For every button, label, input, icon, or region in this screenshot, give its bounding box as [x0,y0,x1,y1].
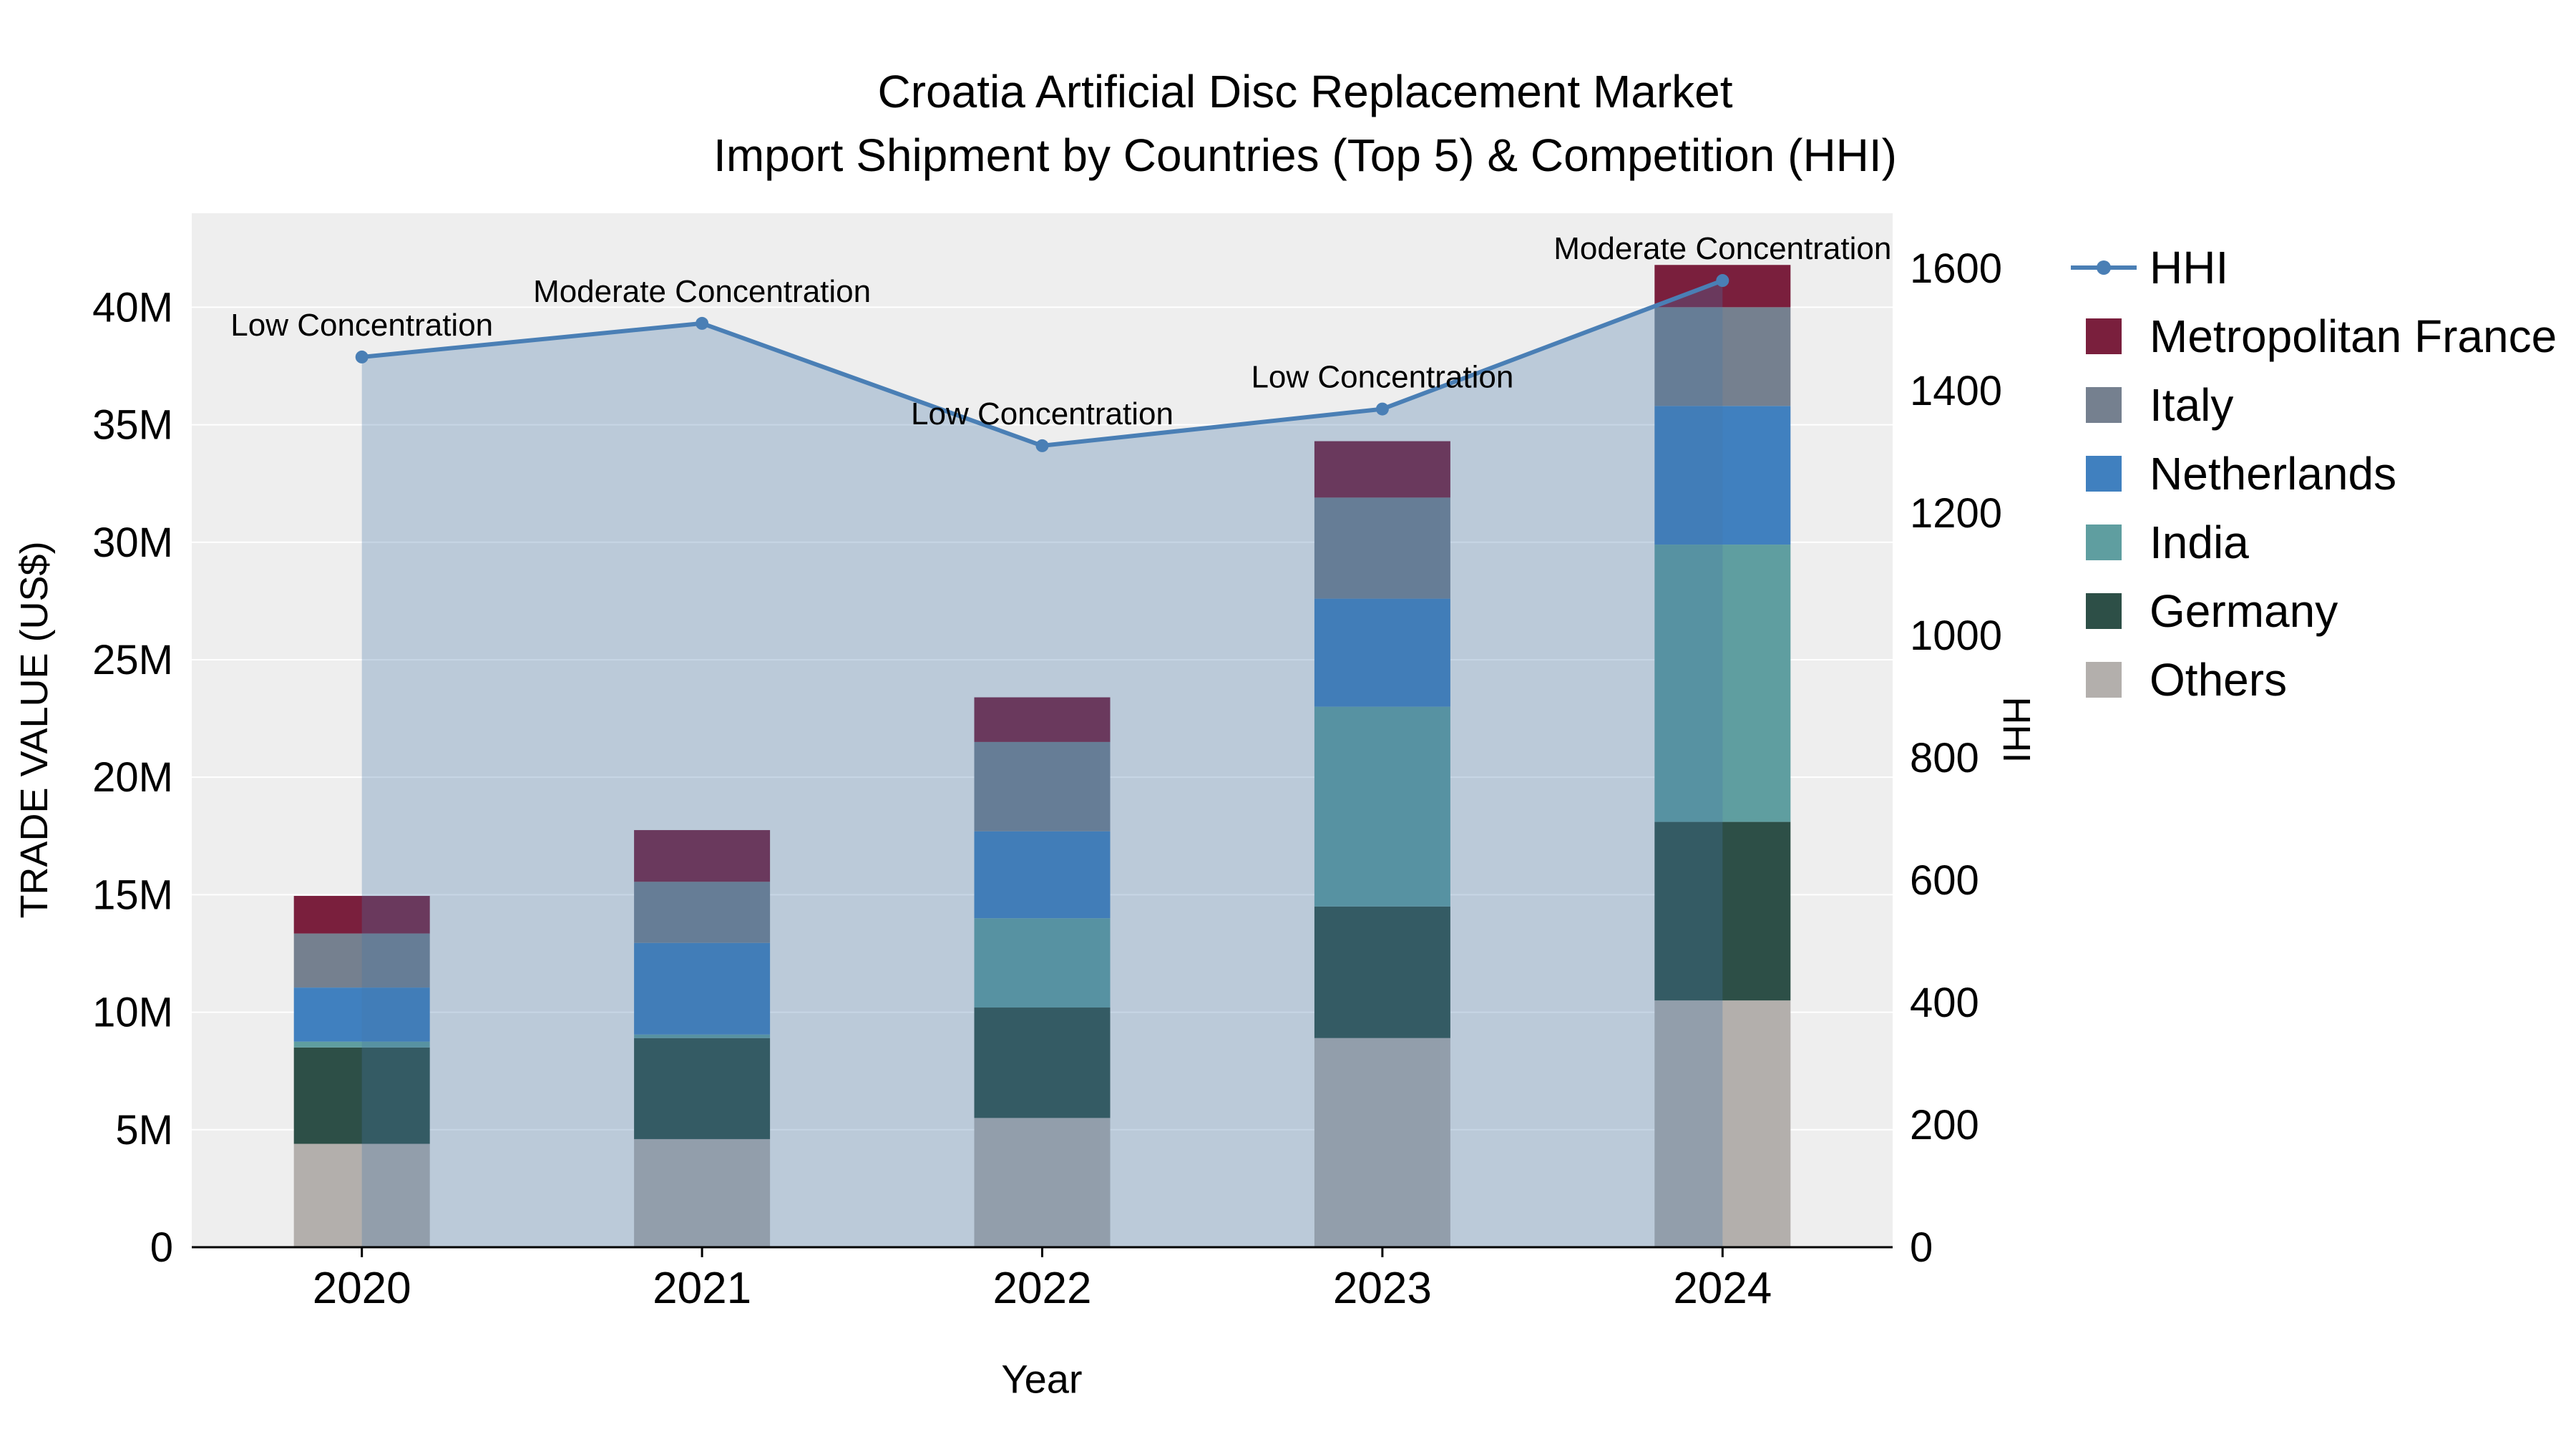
bar-segment-2020-netherlands [293,987,430,1042]
legend-item-hhi: HHI [2068,233,2557,302]
annotation-2020: Low Concentration [230,308,493,343]
left-tick-label: 20M [92,754,173,801]
x-tick-label: 2021 [653,1264,751,1313]
bar-segment-2023-others [1314,1038,1450,1247]
legend-item-italy: Italy [2068,371,2557,439]
legend-label: HHI [2150,242,2229,293]
legend-label: Germany [2150,585,2338,637]
legend-swatch [2068,577,2140,645]
bar-segment-2023-metropolitan-france [1314,441,1450,498]
bar-segment-2022-others [974,1118,1111,1247]
bar-segment-2024-netherlands [1654,406,1791,545]
x-tick-label: 2023 [1333,1264,1432,1313]
bar-segment-2021-metropolitan-france [634,830,771,882]
hhi-area-fill [361,280,1723,1248]
left-tick-label: 5M [115,1107,173,1153]
legend-swatch [2068,439,2140,508]
bar-segment-2024-others [1654,1000,1791,1247]
bar-segment-2024-germany [1654,821,1791,1001]
x-tick-label: 2020 [313,1264,411,1313]
hhi-marker-2021 [696,316,709,330]
bar-segment-2023-india [1314,706,1450,907]
left-tick-label: 30M [92,519,173,566]
legend-label: Others [2150,654,2288,706]
bar-segment-2024-india [1654,545,1791,822]
bar-segment-2024-italy [1654,307,1791,406]
left-tick-label: 0 [150,1224,173,1271]
x-tick-label: 2022 [993,1264,1092,1313]
left-tick-label: 35M [92,402,173,449]
legend-swatch [2068,302,2140,371]
legend-line-symbol [2068,233,2140,302]
legend: HHI Metropolitan France Italy Netherlands In… [2068,233,2557,714]
bar-segment-2021-india [634,1034,771,1038]
right-tick-label: 600 [1910,857,1979,904]
right-tick-label: 1400 [1910,368,2002,414]
legend-label: Metropolitan France [2150,311,2557,362]
right-tick-label: 800 [1910,735,1979,781]
legend-swatch [2068,645,2140,714]
x-axis-title: Year [1001,1356,1083,1402]
bar-segment-2020-others [293,1143,430,1247]
left-tick-label: 40M [92,284,173,331]
left-axis-title: TRADE VALUE (US$) [13,541,56,919]
bar-segment-2022-italy [974,741,1111,831]
annotation-2022: Low Concentration [911,396,1174,431]
bar-segment-2020-metropolitan-france [293,896,430,934]
bar-segment-2021-italy [634,882,771,943]
right-tick-label: 0 [1910,1224,1933,1271]
bar-segment-2021-netherlands [634,942,771,1035]
bar-segment-2022-netherlands [974,831,1111,919]
annotation-2023: Low Concentration [1251,360,1513,395]
bar-segment-2021-others [634,1138,771,1247]
left-tick-label: 15M [92,872,173,918]
bar-segment-2023-germany [1314,906,1450,1038]
legend-item-netherlands: Netherlands [2068,439,2557,508]
hhi-marker-2024 [1716,274,1729,288]
right-tick-label: 1600 [1910,245,2002,292]
legend-item-india: India [2068,508,2557,577]
bar-segment-2023-netherlands [1314,598,1450,707]
right-tick-label: 1200 [1910,490,2002,537]
legend-label: India [2150,517,2249,568]
bar-segment-2020-india [293,1041,430,1048]
bar-segment-2022-metropolitan-france [974,697,1111,742]
legend-label: Italy [2150,379,2234,431]
bar-segment-2021-germany [634,1038,771,1139]
legend-item-germany: Germany [2068,577,2557,645]
annotation-2021: Moderate Concentration [533,274,871,309]
bar-segment-2022-india [974,918,1111,1008]
chart-title-line-1: Croatia Artificial Disc Replacement Mark… [877,66,1733,117]
bar-segment-2020-italy [293,933,430,988]
left-tick-label: 10M [92,990,173,1036]
hhi-marker-2020 [355,350,369,364]
legend-swatch [2068,371,2140,439]
chart-title-line-2: Import Shipment by Countries (Top 5) & C… [713,130,1897,181]
hhi-marker-2022 [1035,439,1049,452]
bar-segment-2022-germany [974,1008,1111,1118]
chart-title: Croatia Artificial Disc Replacement Mark… [713,60,1897,187]
left-tick-label: 25M [92,637,173,683]
bar-segment-2023-italy [1314,497,1450,599]
legend-item-metropolitan-france: Metropolitan France [2068,302,2557,371]
right-tick-label: 1000 [1910,613,2002,659]
legend-swatch [2068,508,2140,577]
right-tick-label: 400 [1910,980,1979,1026]
legend-item-others: Others [2068,645,2557,714]
annotation-2024: Moderate Concentration [1553,231,1891,266]
right-axis-title: HHI [1995,696,2038,763]
x-tick-label: 2024 [1673,1264,1772,1313]
bar-segment-2020-germany [293,1047,430,1144]
hhi-marker-2023 [1375,402,1389,416]
legend-label: Netherlands [2150,448,2397,499]
right-tick-label: 200 [1910,1102,1979,1148]
